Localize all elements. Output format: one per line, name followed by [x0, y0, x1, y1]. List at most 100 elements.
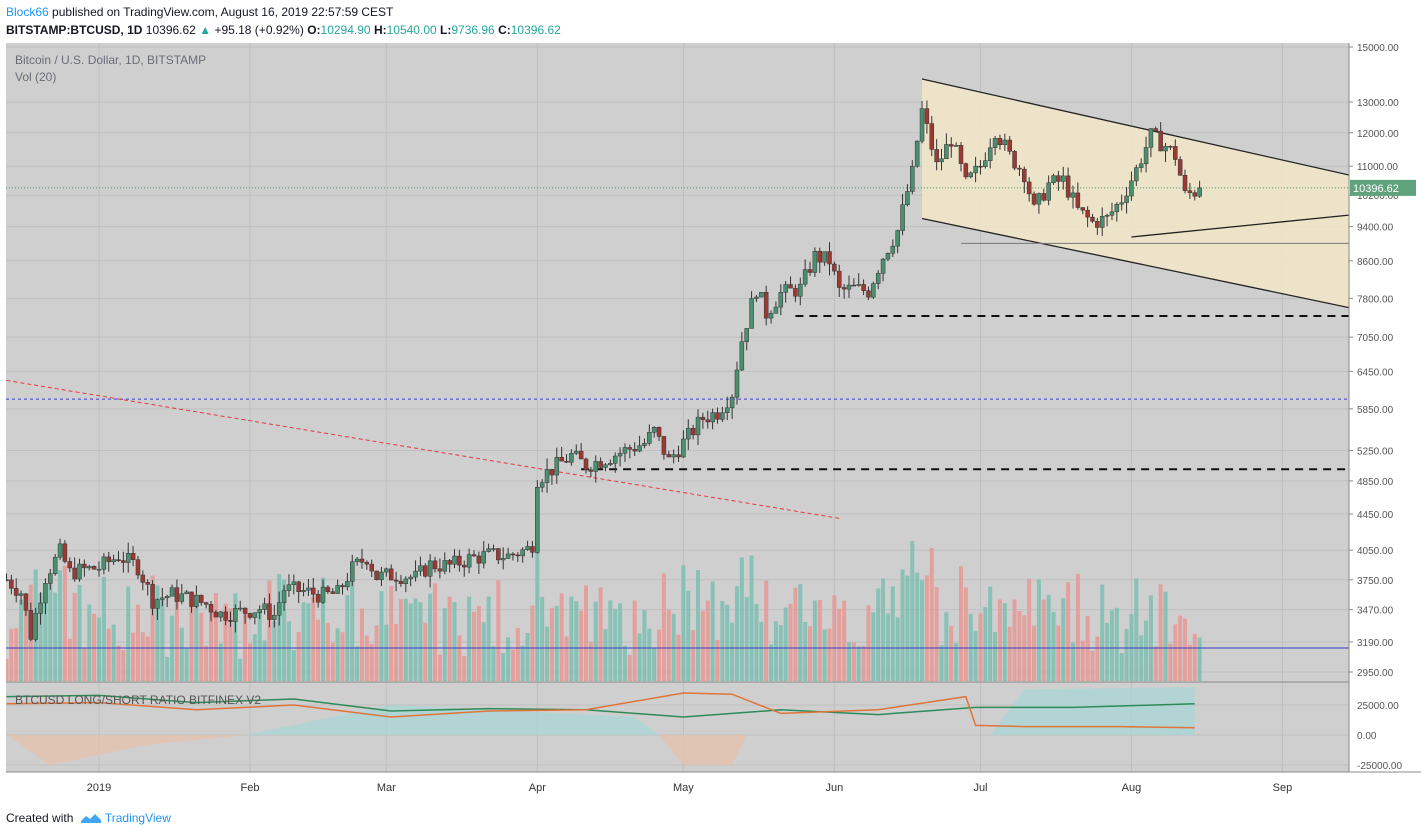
volume-bar [467, 596, 472, 681]
candle-body [929, 123, 935, 150]
volume-bar [126, 586, 131, 681]
candle-body [890, 245, 896, 254]
volume-bar [491, 646, 496, 681]
red-trendline [6, 379, 840, 519]
price-tick-label: 5250.00 [1357, 446, 1394, 457]
time-tick-label: Mar [377, 782, 396, 794]
volume-bar [1041, 599, 1046, 681]
candle-body [729, 396, 735, 409]
volume-bar [1095, 636, 1100, 681]
candle-body [1177, 159, 1183, 176]
candle-body [1012, 151, 1017, 169]
candle-body [189, 591, 194, 607]
candle-body [788, 284, 793, 289]
candle-body [895, 230, 900, 247]
volume-bar [510, 649, 515, 681]
volume-bar [82, 648, 87, 681]
volume-bar [691, 630, 696, 681]
candle-body [169, 587, 175, 597]
volume-bar [1114, 607, 1119, 681]
volume-bar [559, 593, 564, 681]
price-chart-svg[interactable]: 15000.00 13000.00 12000.00 11000.00 10200.00… [6, 43, 1421, 799]
candle-body [500, 558, 506, 561]
candle-body [184, 591, 189, 595]
volume-bar [861, 646, 866, 681]
volume-bar [1173, 624, 1178, 681]
indicator-legend: BTCUSD LONG/SHORT RATIO BITFINEX V2 [15, 693, 261, 707]
volume-bar [900, 569, 905, 681]
volume-bar [846, 642, 851, 681]
candle-body [598, 461, 603, 468]
volume-bar [131, 632, 136, 681]
candle-body [87, 566, 92, 569]
volume-bar [1066, 582, 1071, 681]
channel-lower-line [921, 217, 1349, 309]
volume-bar [101, 576, 106, 681]
volume-bar [749, 555, 754, 681]
candle-body [1134, 167, 1139, 182]
candle-body [535, 486, 540, 553]
candle-body [96, 568, 102, 571]
candle-body [437, 568, 443, 572]
volume-bar [135, 604, 140, 681]
candle-body [807, 269, 813, 273]
time-tick-label: Jul [973, 782, 987, 794]
candle-body [286, 584, 292, 591]
volume-bar [252, 634, 257, 681]
candle-body [320, 586, 326, 603]
candle-body [525, 546, 530, 550]
volume-bar [515, 628, 520, 681]
candle-body [1129, 180, 1134, 197]
candle-body [1007, 139, 1012, 152]
candle-body [530, 546, 535, 553]
candle-body [647, 432, 652, 444]
candle-body [744, 328, 749, 342]
volume-bar [832, 595, 837, 681]
volume-bar [67, 638, 72, 681]
author-link[interactable]: Block66 [6, 5, 49, 19]
volume-bar [910, 541, 915, 681]
volume-bar [291, 650, 296, 681]
candle-body [325, 586, 331, 592]
volume-bar [769, 644, 774, 681]
volume-bar [87, 604, 92, 681]
volume-bar [671, 613, 676, 681]
candle-body [905, 191, 910, 206]
price-tick-label: 4850.00 [1357, 477, 1394, 488]
candle-body [836, 270, 842, 288]
price-tick-label: 13000.00 [1357, 98, 1399, 109]
volume-bar [116, 645, 121, 681]
candle-body [802, 269, 808, 285]
volume-bar [637, 633, 642, 681]
volume-bar [1032, 625, 1037, 681]
candle-body [520, 549, 525, 557]
price-channel [921, 78, 1349, 309]
candle-body [515, 554, 521, 557]
candle-body [1051, 175, 1056, 183]
candle-body [23, 593, 29, 611]
candle-body [267, 603, 272, 620]
volume-bar [1027, 578, 1032, 681]
candle-body [880, 258, 886, 274]
volume-bar [973, 630, 978, 681]
price-tick-label: 7050.00 [1357, 333, 1394, 344]
volume-bar [1148, 595, 1153, 681]
volume-bar [501, 653, 506, 681]
volume-bar [213, 593, 218, 681]
volume-bar [588, 642, 593, 681]
candle-body [1056, 175, 1061, 182]
candle-body [457, 555, 462, 566]
candle-body [666, 454, 672, 458]
candle-body [958, 145, 964, 164]
candle-body [992, 138, 998, 149]
candle-body [1080, 207, 1085, 211]
candle-body [208, 604, 214, 613]
volume-bar [905, 575, 910, 681]
candle-body [754, 296, 759, 299]
tradingview-link[interactable]: TradingView [104, 811, 171, 825]
volume-bar [652, 648, 657, 681]
candle-body [608, 463, 613, 466]
volume-bar [165, 656, 170, 681]
candle-body [720, 412, 725, 420]
chart-area[interactable]: 15000.00 13000.00 12000.00 11000.00 10200.00… [6, 43, 1421, 799]
